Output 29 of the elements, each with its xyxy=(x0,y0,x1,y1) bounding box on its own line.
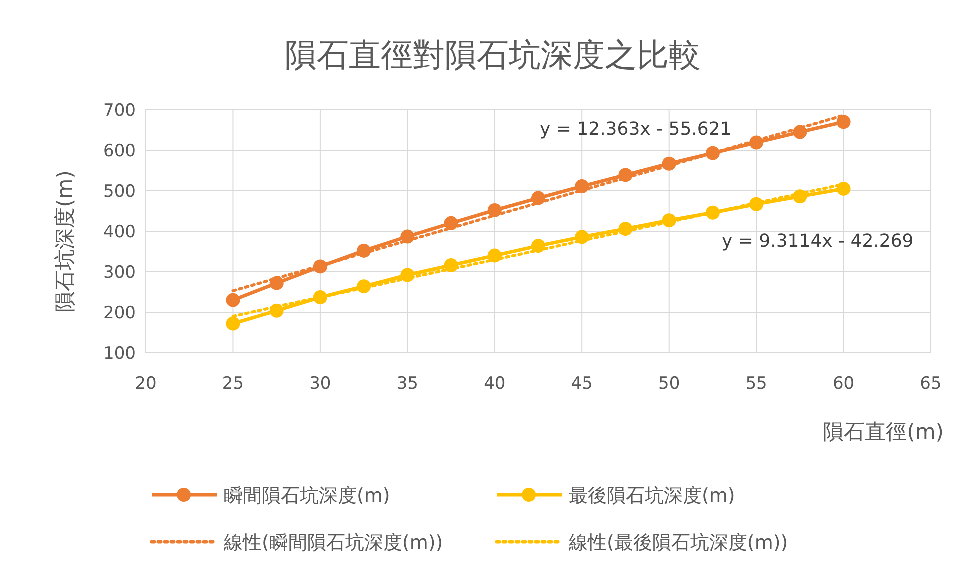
chart-title: 隕石直徑對隕石坑深度之比較 xyxy=(285,36,701,74)
y-tick-label: 700 xyxy=(104,101,136,121)
x-tick-label: 40 xyxy=(484,374,506,394)
point xyxy=(226,316,240,331)
y-tick-label: 300 xyxy=(104,263,136,283)
x-tick-label: 55 xyxy=(746,374,768,394)
legend-label: 瞬間隕石坑深度(m) xyxy=(224,485,390,507)
y-tick-label: 200 xyxy=(104,304,136,324)
annotation: y = 12.363x - 55.621 xyxy=(540,119,732,140)
y-tick-label: 600 xyxy=(104,142,136,162)
x-tick-label: 30 xyxy=(310,374,332,394)
legend-label: 線性(最後隕石坑深度(m)) xyxy=(568,532,788,554)
x-tick-label: 45 xyxy=(571,374,593,394)
x-axis-title: 隕石直徑(m) xyxy=(823,420,944,444)
point xyxy=(836,115,851,130)
legend-label: 線性(瞬間隕石坑深度(m)) xyxy=(223,532,444,554)
y-tick-label: 400 xyxy=(104,222,136,242)
y-tick-label: 100 xyxy=(104,344,136,364)
x-tick-label: 35 xyxy=(396,374,418,394)
legend-label: 最後隕石坑深度(m) xyxy=(569,485,736,507)
x-tick-label: 60 xyxy=(832,374,855,394)
y-tick-label: 500 xyxy=(104,182,136,202)
point xyxy=(226,293,240,308)
x-tick-label: 25 xyxy=(222,374,244,394)
annotation: y = 9.3114x - 42.269 xyxy=(722,231,914,252)
y-axis-title: 隕石坑深度(m) xyxy=(53,170,77,312)
x-tick-label: 50 xyxy=(658,374,680,394)
x-tick-label: 20 xyxy=(135,374,157,394)
x-tick-label: 65 xyxy=(920,374,942,394)
